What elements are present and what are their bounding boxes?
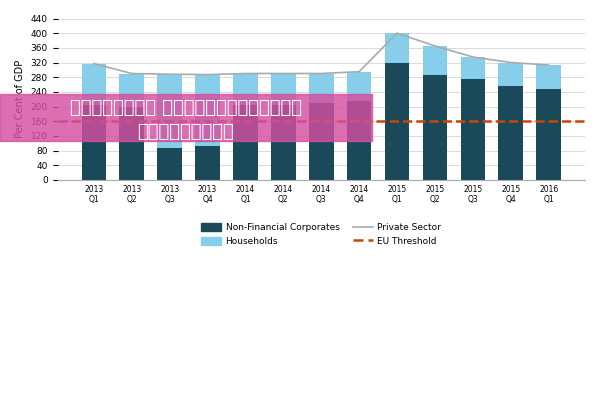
Bar: [195, 146, 220, 180]
Bar: [385, 62, 409, 180]
Text: 型城市基础设施建设: 型城市基础设施建设: [137, 122, 235, 140]
Bar: [119, 74, 144, 106]
Bar: [347, 72, 371, 101]
Bar: [385, 33, 409, 62]
Bar: [195, 75, 220, 146]
Legend: Non-Financial Corporates, Households, Private Sector, EU Threshold: Non-Financial Corporates, Households, Pr…: [197, 220, 445, 250]
Bar: [233, 74, 258, 105]
Bar: [309, 103, 334, 180]
Bar: [422, 46, 448, 75]
Bar: [157, 148, 182, 180]
Bar: [422, 75, 448, 180]
Bar: [233, 105, 258, 180]
Bar: [499, 86, 523, 180]
Bar: [347, 101, 371, 180]
Bar: [309, 74, 334, 103]
Text: 专业股票质押信托 住建部有关司局负责人详解新: 专业股票质押信托 住建部有关司局负责人详解新: [70, 98, 302, 116]
Bar: [271, 74, 296, 105]
Bar: [461, 79, 485, 180]
Bar: [82, 105, 106, 180]
Bar: [82, 64, 106, 105]
Bar: [499, 62, 523, 86]
Y-axis label: Per Cent of GDP: Per Cent of GDP: [15, 60, 25, 138]
Bar: [536, 89, 561, 180]
Bar: [271, 105, 296, 180]
Bar: [461, 57, 485, 79]
Bar: [536, 65, 561, 89]
Bar: [119, 106, 144, 180]
Bar: [157, 74, 182, 148]
